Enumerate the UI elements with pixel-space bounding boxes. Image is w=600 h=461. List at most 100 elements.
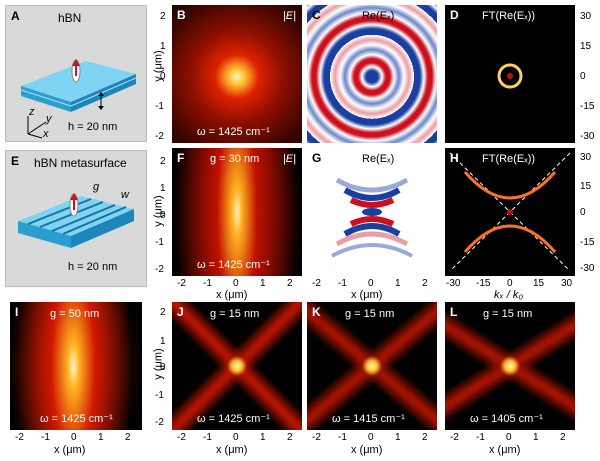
ktick-h-m15: -15 bbox=[580, 237, 595, 248]
ktick-h-0: 0 bbox=[580, 207, 586, 218]
ytick-j-1: 1 bbox=[160, 336, 166, 347]
panel-a-label: A bbox=[11, 9, 20, 23]
xtick-j-m1: -1 bbox=[203, 432, 212, 443]
kxtick-h-m15: -15 bbox=[476, 278, 491, 289]
xtick-f-0: 0 bbox=[233, 278, 239, 289]
panel-g-tag: Re(Eₓ) bbox=[362, 153, 395, 165]
panel-i-gap: g = 50 nm bbox=[50, 308, 100, 320]
xtick-k-m2: -2 bbox=[312, 432, 321, 443]
ytick-f-2: 2 bbox=[160, 156, 166, 167]
ytick-j-m2: -2 bbox=[155, 417, 164, 428]
x-axis-label-i: x (μm) bbox=[54, 444, 86, 456]
ytick-j-2: 2 bbox=[160, 307, 166, 318]
ytick-j-m1: -1 bbox=[155, 390, 164, 401]
panel-e-label: E bbox=[11, 154, 20, 168]
xtick-f-m1: -1 bbox=[203, 278, 212, 289]
panel-f-tag: |E| bbox=[282, 153, 296, 165]
xtick-k-1: 1 bbox=[395, 432, 401, 443]
panel-l-label: L bbox=[450, 305, 458, 319]
panel-b-field-map: B |E| ω = 1425 cm⁻¹ bbox=[172, 5, 302, 143]
xtick-f-m2: -2 bbox=[177, 278, 186, 289]
x-axis-label-g: x (μm) bbox=[351, 289, 383, 301]
x-axis-label-l: x (μm) bbox=[489, 444, 521, 456]
panel-j-field-map: J g = 15 nm ω = 1425 cm⁻¹ bbox=[172, 302, 302, 430]
panel-d-tag: FT(Re(Eₓ)) bbox=[482, 10, 536, 22]
xtick-j-1: 1 bbox=[260, 432, 266, 443]
xtick-l-m2: -2 bbox=[450, 432, 459, 443]
hourglass-waves bbox=[331, 177, 413, 258]
xtick-l-0: 0 bbox=[506, 432, 512, 443]
xtick-j-0: 0 bbox=[233, 432, 239, 443]
xtick-k-m1: -1 bbox=[338, 432, 347, 443]
xtick-l-m1: -1 bbox=[476, 432, 485, 443]
panel-c-tag: Re(Eₓ) bbox=[362, 10, 395, 22]
panel-e-title: hBN metasurface bbox=[34, 156, 127, 170]
xtick-i-2: 2 bbox=[125, 432, 131, 443]
ktick-d-m15: -15 bbox=[580, 101, 595, 112]
panel-f-label: F bbox=[177, 151, 185, 165]
thickness-label-e: h = 20 nm bbox=[68, 261, 118, 273]
panel-k-omega: ω = 1415 cm⁻¹ bbox=[332, 413, 405, 425]
ktick-h-15: 15 bbox=[580, 181, 592, 192]
x-axis-label-f: x (μm) bbox=[216, 289, 248, 301]
panel-g-re-ez: G Re(Eₓ) bbox=[307, 148, 437, 276]
panel-b-omega: ω = 1425 cm⁻¹ bbox=[197, 126, 270, 138]
ytick-b-1: 1 bbox=[160, 41, 166, 52]
panel-i-field-map: I g = 50 nm ω = 1425 cm⁻¹ bbox=[10, 302, 142, 430]
panel-d-fourier: D FT(Re(Eₓ)) bbox=[445, 5, 575, 143]
ytick-b-0: 0 bbox=[160, 71, 166, 82]
xtick-j-2: 2 bbox=[287, 432, 293, 443]
xtick-f-1: 1 bbox=[260, 278, 266, 289]
panel-i-omega: ω = 1425 cm⁻¹ bbox=[40, 413, 113, 425]
xtick-i-m1: -1 bbox=[41, 432, 50, 443]
xtick-f-2: 2 bbox=[287, 278, 293, 289]
panel-l-field-map: L g = 15 nm ω = 1405 cm⁻¹ bbox=[445, 302, 575, 430]
xtick-j-m2: -2 bbox=[177, 432, 186, 443]
x-axis-label-k: x (μm) bbox=[351, 444, 383, 456]
panel-h-tag: FT(Re(Eₓ)) bbox=[482, 153, 536, 165]
panel-e-schematic: E hBN metasurface g w h = 20 nm bbox=[5, 150, 147, 287]
x-axis-label-j: x (μm) bbox=[216, 444, 248, 456]
ytick-b-2: 2 bbox=[160, 11, 166, 22]
panel-j-gap: g = 15 nm bbox=[210, 308, 260, 320]
xtick-i-1: 1 bbox=[98, 432, 104, 443]
axis-x: x bbox=[43, 128, 49, 140]
axis-y: y bbox=[46, 113, 52, 125]
xtick-i-m2: -2 bbox=[15, 432, 24, 443]
xtick-g-2: 2 bbox=[422, 278, 428, 289]
ktick-d-0: 0 bbox=[580, 71, 586, 82]
kxtick-h-m30: -30 bbox=[446, 278, 461, 289]
xtick-k-0: 0 bbox=[368, 432, 374, 443]
panel-k-field-map: K g = 15 nm ω = 1415 cm⁻¹ bbox=[307, 302, 437, 430]
kxtick-h-30: 30 bbox=[561, 278, 573, 289]
ktick-h-30: 30 bbox=[580, 152, 592, 163]
panel-b-label: B bbox=[177, 8, 186, 22]
ytick-b-m1: -1 bbox=[155, 101, 164, 112]
hyperbola-svg bbox=[449, 152, 571, 272]
panel-b-tag: |E| bbox=[282, 10, 296, 22]
ytick-f-0: 0 bbox=[160, 210, 166, 221]
gap-g-label: g bbox=[93, 181, 100, 193]
panel-i-label: I bbox=[15, 305, 19, 319]
ktick-d-m30: -30 bbox=[580, 131, 595, 142]
ktick-d-30: 30 bbox=[580, 11, 592, 22]
panel-g-label: G bbox=[312, 151, 322, 165]
xtick-l-1: 1 bbox=[533, 432, 539, 443]
panel-j-label: J bbox=[177, 305, 184, 319]
width-w-label: w bbox=[121, 189, 129, 201]
ktick-h-m30: -30 bbox=[580, 263, 595, 274]
panel-a-title: hBN bbox=[58, 11, 82, 25]
ytick-f-m1: -1 bbox=[155, 237, 164, 248]
kx-axis-label-h: kₓ / k₀ bbox=[494, 289, 523, 301]
axis-z: z bbox=[29, 106, 35, 118]
xtick-l-2: 2 bbox=[560, 432, 566, 443]
kxtick-h-15: 15 bbox=[533, 278, 545, 289]
ring-svg bbox=[497, 63, 523, 89]
panel-l-omega: ω = 1405 cm⁻¹ bbox=[470, 413, 543, 425]
panel-l-gap: g = 15 nm bbox=[483, 308, 533, 320]
panel-h-label: H bbox=[450, 151, 459, 165]
panel-a-schematic: A hBN z y x h = 20 nm bbox=[5, 5, 147, 142]
metasurface-diagram bbox=[18, 193, 134, 248]
xtick-g-0: 0 bbox=[368, 278, 374, 289]
xtick-i-0: 0 bbox=[71, 432, 77, 443]
